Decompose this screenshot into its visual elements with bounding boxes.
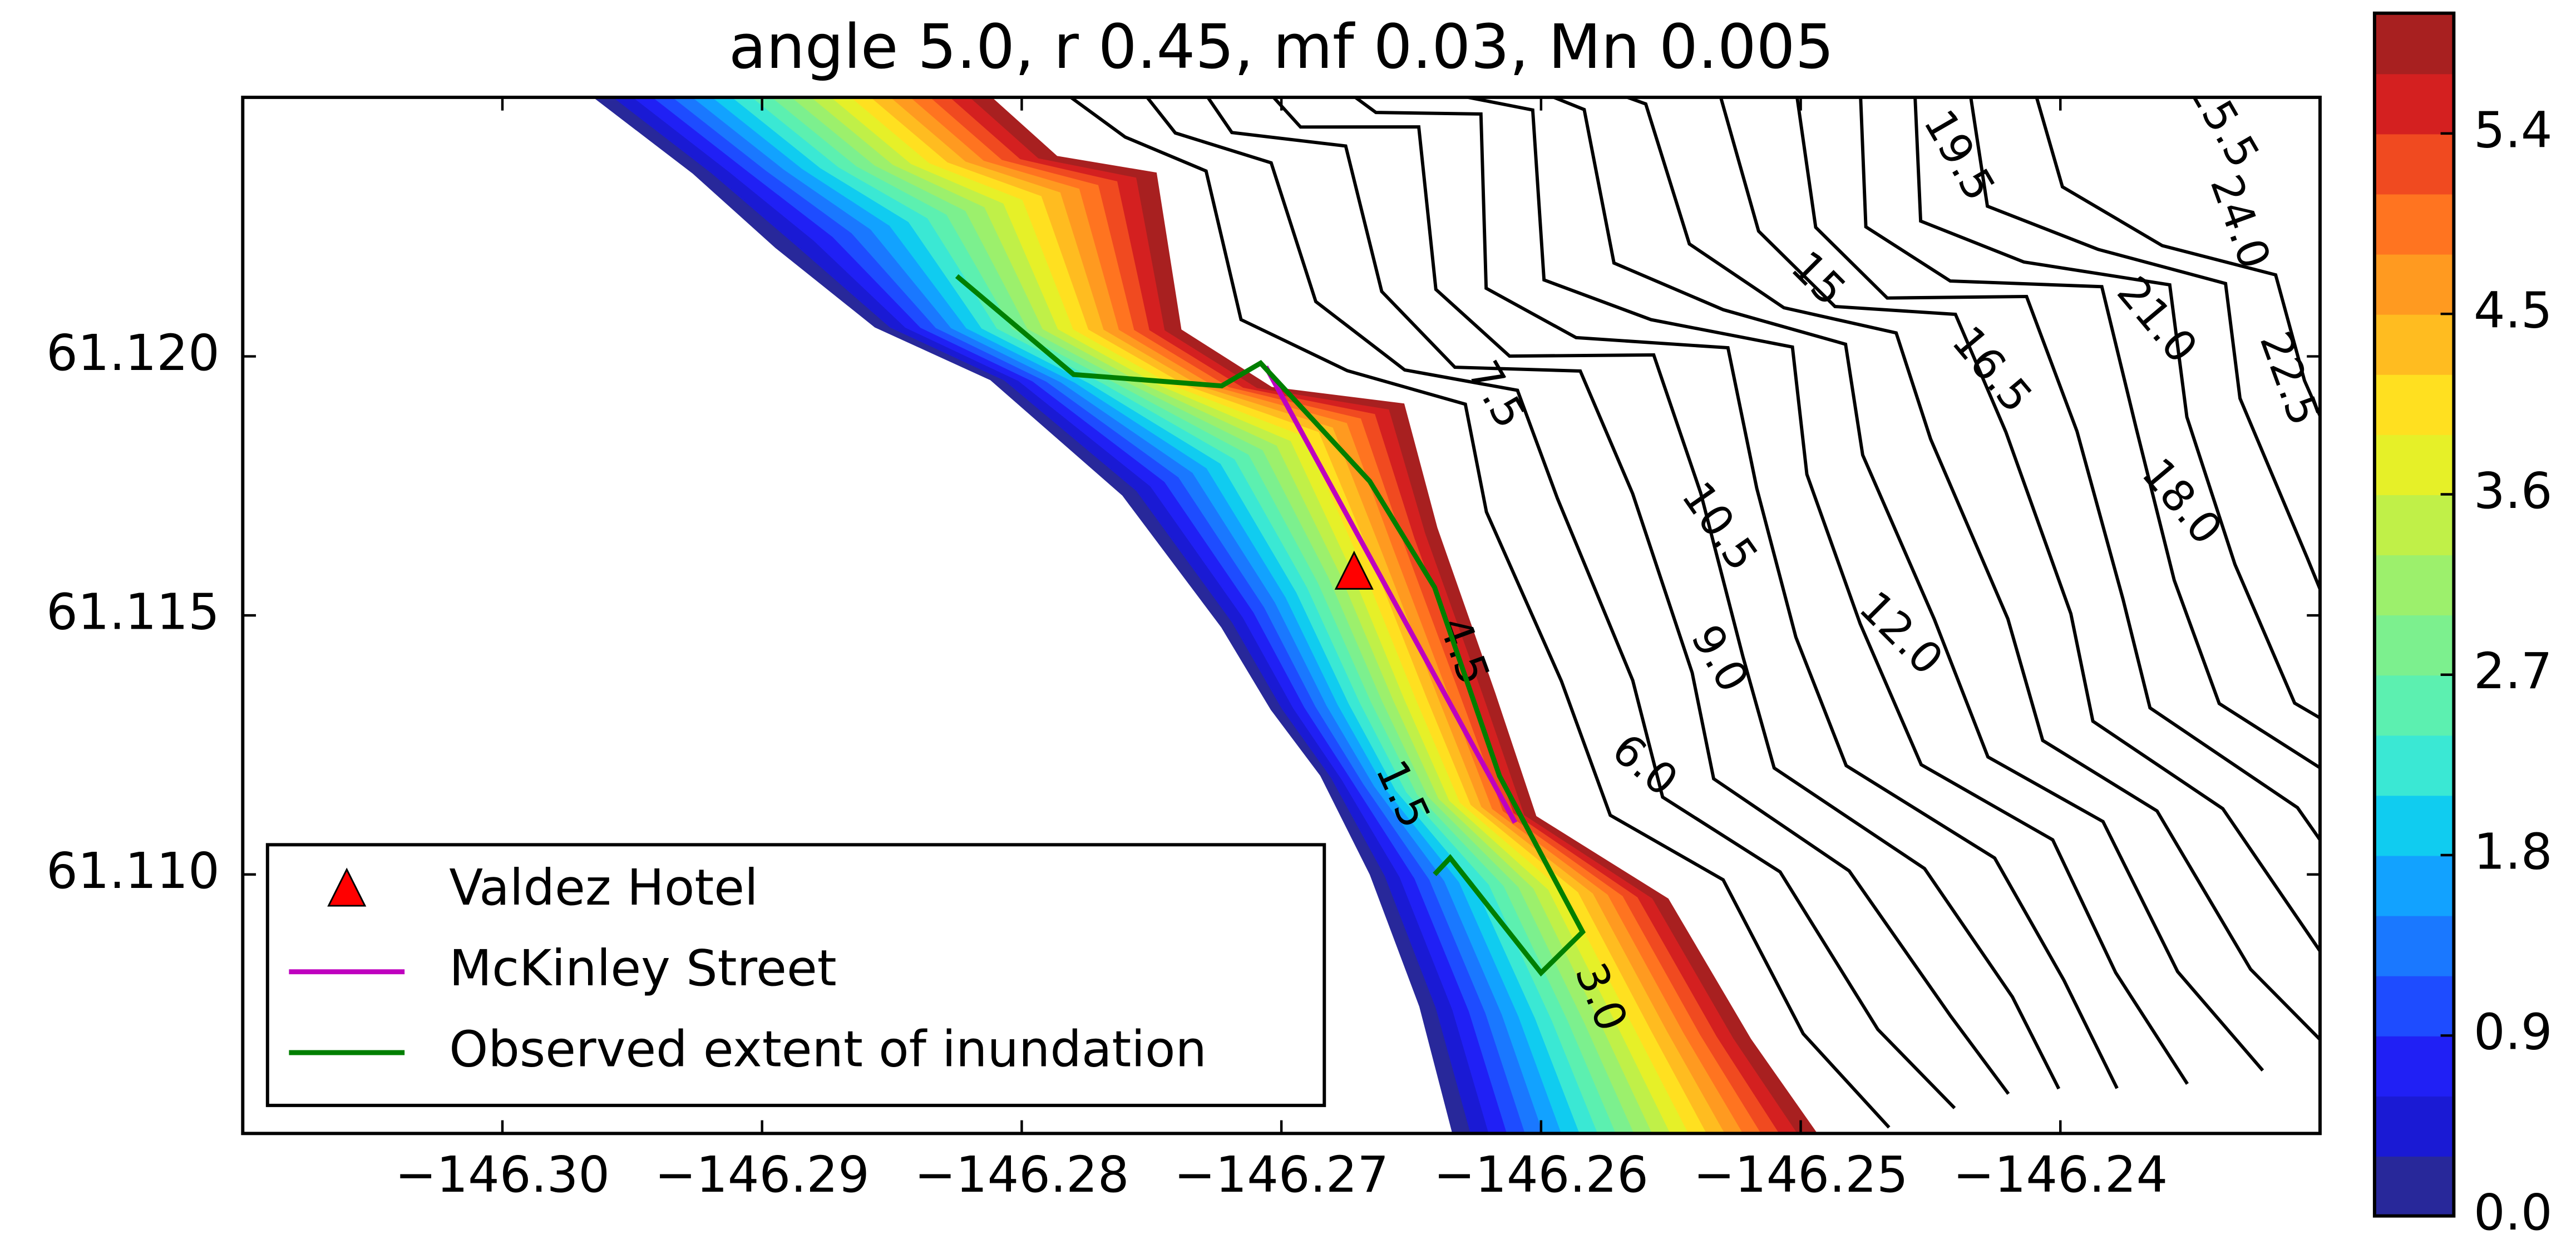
colorbar-swatch [2374, 674, 2454, 736]
colorbar-tick-label: 5.4 [2474, 101, 2553, 159]
y-tick-label: 61.115 [46, 583, 220, 641]
colorbar-swatch [2374, 133, 2454, 195]
series-line [955, 274, 1586, 977]
x-tick-label: −146.29 [655, 1146, 870, 1203]
colorbar-swatch [2374, 734, 2454, 796]
colorbar-swatch [2374, 794, 2454, 856]
colorbar-swatch [2374, 855, 2454, 916]
contour-line [1913, 97, 2320, 720]
contour-line [1271, 97, 2061, 1090]
legend-box [265, 843, 1326, 1107]
contour-line [1969, 97, 2320, 594]
colorbar-swatch [2374, 1095, 2454, 1157]
contour-line [1068, 97, 1891, 1129]
colorbar-swatch [2374, 374, 2454, 435]
colorbar-tick-label: 4.5 [2474, 282, 2553, 339]
series-line [1264, 366, 1518, 824]
contour-line [1459, 97, 2189, 1085]
contour-line [1549, 97, 2264, 1072]
contour-line [2035, 97, 2320, 421]
colorbar-swatch [2374, 554, 2454, 616]
x-tick-label: −146.26 [1434, 1146, 1649, 1203]
legend-marker [327, 867, 367, 907]
contour-line [1719, 97, 2320, 954]
legend: Valdez Hotel McKinley Street Observed exte… [265, 843, 1326, 1107]
hotel-marker [1334, 550, 1374, 590]
colorbar-swatch [2374, 1156, 2454, 1217]
colorbar-frame [2372, 11, 2456, 1218]
colorbar-tick-label: 0.0 [2474, 1183, 2553, 1241]
colorbar-swatch [2374, 434, 2454, 495]
x-tick-label: −146.30 [395, 1146, 610, 1203]
colorbar-tick-label: 0.9 [2474, 1003, 2553, 1061]
contour-line [1353, 97, 2119, 1089]
inundation-band [969, 97, 1818, 1134]
contour-line [1622, 97, 2320, 1042]
x-tick-label: −146.28 [914, 1146, 1129, 1203]
colorbar-tick-label: 1.8 [2474, 822, 2553, 880]
contour-line [1145, 97, 1956, 1109]
x-tick-label: −146.27 [1174, 1146, 1389, 1203]
x-tick-label: −146.25 [1693, 1146, 1908, 1203]
contour-line [1859, 97, 2320, 770]
colorbar-swatch [2374, 73, 2454, 135]
colorbar-swatch [2374, 1035, 2454, 1097]
contour-line [1206, 97, 2010, 1095]
legend-label: Valdez Hotel [449, 858, 758, 916]
colorbar-swatch [2374, 194, 2454, 255]
colorbar-tick-label: 3.6 [2474, 462, 2553, 520]
y-tick-label: 61.110 [46, 842, 220, 900]
colorbar-swatch [2374, 314, 2454, 375]
colorbar-swatch [2374, 915, 2454, 976]
colorbar-tick-label: 2.7 [2474, 642, 2553, 700]
colorbar-swatch [2374, 13, 2454, 75]
x-tick-label: −146.24 [1953, 1146, 2168, 1203]
colorbar-swatch [2374, 975, 2454, 1036]
colorbar-swatch [2374, 494, 2454, 556]
legend-label: Observed extent of inundation [449, 1020, 1207, 1078]
y-tick-label: 61.120 [46, 324, 220, 382]
legend-label: McKinley Street [449, 939, 836, 997]
contour-line [1795, 97, 2320, 843]
chart-title: angle 5.0, r 0.45, mf 0.03, Mn 0.005 [729, 11, 1834, 82]
colorbar-swatch [2374, 614, 2454, 676]
colorbar-swatch [2374, 254, 2454, 315]
